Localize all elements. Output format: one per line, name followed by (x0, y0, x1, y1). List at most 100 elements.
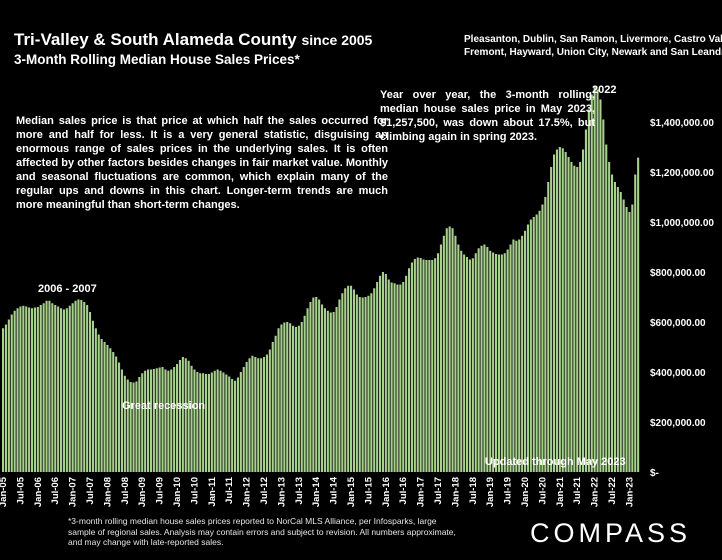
chart-bar (492, 252, 495, 472)
chart-bar (222, 372, 225, 472)
footnote: *3-month rolling median house sales pric… (68, 516, 456, 547)
chart-bar (532, 217, 535, 472)
chart-bar (138, 377, 141, 472)
chart-bar (112, 352, 115, 472)
chart-bar (463, 254, 466, 472)
chart-bar (19, 306, 22, 472)
chart-bar (634, 174, 637, 472)
x-tick-label: Jul-07 (85, 477, 96, 504)
chart-bar (2, 328, 5, 472)
chart-bar (561, 148, 564, 472)
chart-bar (341, 293, 344, 472)
chart-bar (51, 303, 54, 472)
chart-bar (312, 297, 315, 472)
chart-bar (390, 282, 393, 472)
chart-bar (36, 307, 39, 472)
chart-bar (181, 357, 184, 472)
chart-bar (590, 94, 593, 472)
chart-bar (500, 254, 503, 472)
chart-bar (202, 373, 205, 472)
chart-bar (393, 283, 396, 472)
chart-bar (416, 257, 419, 472)
chart-bar (376, 282, 379, 472)
chart-bar (387, 279, 390, 472)
chart-bar (384, 274, 387, 472)
chart-bar (408, 268, 411, 472)
chart-bar (7, 319, 10, 472)
x-tick-label: Jan-19 (485, 477, 496, 507)
chart-bar (402, 282, 405, 472)
x-tick-label: Jul-11 (224, 476, 235, 504)
chart-bar (637, 157, 640, 473)
chart-bar (587, 109, 590, 472)
chart-bar (144, 370, 147, 472)
chart-bar (277, 328, 280, 472)
chart-bar (242, 367, 245, 472)
chart-bar (584, 129, 587, 472)
chart-title-text: Tri-Valley & South Alameda County (14, 30, 297, 49)
x-tick-label: Jan-07 (68, 477, 79, 507)
chart-bar (367, 295, 370, 472)
chart-bar (274, 335, 277, 472)
chart-bar (60, 308, 63, 472)
chart-bar (219, 370, 222, 472)
chart-bar (524, 230, 527, 472)
annotation-2022: 2022 (592, 84, 617, 96)
chart-bar (497, 254, 500, 472)
x-tick-label: Jan-10 (172, 477, 183, 507)
chart-bar (355, 294, 358, 472)
chart-bar (428, 260, 431, 472)
chart-bar (361, 297, 364, 472)
chart-bar (65, 308, 68, 472)
chart-bar (126, 379, 129, 472)
x-tick-label: Jan-21 (555, 476, 566, 507)
chart-bar (512, 239, 515, 472)
chart-bar (396, 284, 399, 472)
y-tick-label: $1,400,000.00 (650, 118, 714, 129)
x-tick-label: Jul-14 (329, 476, 340, 504)
chart-bar (451, 228, 454, 472)
chart-bar (582, 149, 585, 472)
chart-bar (25, 306, 28, 472)
chart-bar (109, 348, 112, 472)
chart-bar (280, 324, 283, 472)
chart-bar (265, 354, 268, 472)
x-tick-label: Jan-20 (520, 477, 531, 507)
chart-bar (57, 306, 60, 472)
x-tick-label: Jul-19 (503, 477, 514, 504)
chart-bar (573, 165, 576, 472)
chart-bar (210, 372, 213, 472)
chart-bar (54, 305, 57, 472)
x-tick-label: Jul-17 (433, 477, 444, 504)
chart-bar (593, 85, 596, 472)
chart-bar (254, 357, 257, 472)
chart-bar (80, 300, 83, 472)
chart-bar (321, 304, 324, 472)
chart-bar (431, 260, 434, 472)
chart-bar (567, 157, 570, 472)
compass-logo: COMPASS (530, 518, 692, 548)
chart-bar (42, 303, 45, 472)
chart-bar (155, 368, 158, 472)
chart-bar (303, 315, 306, 472)
chart-bar (129, 382, 132, 472)
chart-bar (460, 250, 463, 472)
chart-bar (257, 358, 260, 472)
chart-bar (33, 307, 36, 472)
chart-bar (442, 235, 445, 472)
chart-bar (477, 248, 480, 472)
chart-bar (564, 152, 567, 472)
x-tick-label: Jul-22 (607, 477, 618, 504)
chart-bar (251, 355, 254, 472)
chart-title-suffix: since 2005 (301, 32, 373, 48)
chart-bar (457, 244, 460, 472)
chart-bar (39, 305, 42, 472)
chart-bar (236, 377, 239, 472)
x-tick-label: Jan-08 (102, 477, 113, 507)
chart-bar (28, 307, 31, 472)
chart-bar (167, 370, 170, 472)
chart-bar (187, 360, 190, 472)
chart-bar (89, 312, 92, 472)
chart-bar (74, 300, 77, 472)
chart-bar (207, 374, 210, 472)
